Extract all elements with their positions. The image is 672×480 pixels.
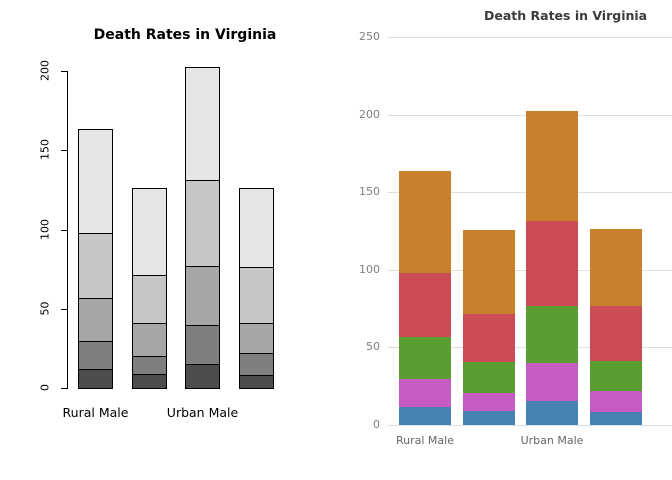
bar-segment (399, 171, 451, 273)
bar-segment (238, 188, 274, 268)
y-tick-label: 100 (359, 263, 380, 276)
bar-segment (526, 111, 578, 221)
bar-segment (185, 266, 220, 326)
bar-segment (131, 323, 167, 357)
gridline (388, 37, 672, 38)
x-tick-label: Rural Male (62, 405, 129, 420)
bar-segment (399, 273, 451, 337)
bar-segment (462, 393, 515, 411)
left-chart-title: Death Rates in Virginia (93, 27, 277, 43)
x-tick-label: Urban Male (166, 405, 239, 420)
bar-segment (78, 129, 113, 234)
bar-segment (185, 180, 220, 267)
bar-segment (526, 363, 578, 401)
bar-segment (589, 306, 642, 361)
y-tick-mark (61, 308, 67, 310)
y-tick-mark (61, 229, 67, 231)
y-tick-label: 50 (366, 340, 380, 353)
bar-segment (131, 188, 167, 276)
y-tick-mark (61, 388, 67, 389)
bar-segment (526, 221, 578, 306)
bar-segment (238, 323, 274, 354)
bar-segment (462, 362, 515, 393)
gridline (388, 425, 672, 426)
bar-segment (185, 67, 220, 181)
bar-segment (462, 230, 515, 314)
bar-segment (78, 233, 113, 299)
bar-segment (399, 337, 451, 379)
y-tick-label: 250 (359, 30, 380, 43)
bar-segment (238, 267, 274, 324)
bar-segment (589, 412, 642, 425)
right-chart-title: Death Rates in Virginia (484, 8, 648, 23)
bar-segment (526, 306, 578, 363)
bar-segment (131, 275, 167, 324)
bar-segment (589, 361, 642, 391)
y-tick-label: 150 (359, 185, 380, 198)
bar-segment (526, 401, 578, 425)
bar-segment (399, 379, 451, 407)
y-tick-label: 200 (359, 108, 380, 121)
bar-segment (462, 314, 515, 362)
bar-segment (399, 407, 451, 425)
y-tick-mark (61, 150, 67, 152)
bar-segment (78, 298, 113, 342)
bar-segment (589, 391, 642, 412)
bar-segment (589, 229, 642, 306)
x-tick-label: Rural Male (396, 434, 454, 447)
y-tick-mark (61, 71, 67, 72)
y-tick-label: 0 (373, 418, 380, 431)
y-axis-line (67, 71, 68, 389)
x-tick-label: Urban Male (520, 434, 584, 447)
bar-segment (185, 364, 220, 389)
bar-segment (462, 411, 515, 425)
